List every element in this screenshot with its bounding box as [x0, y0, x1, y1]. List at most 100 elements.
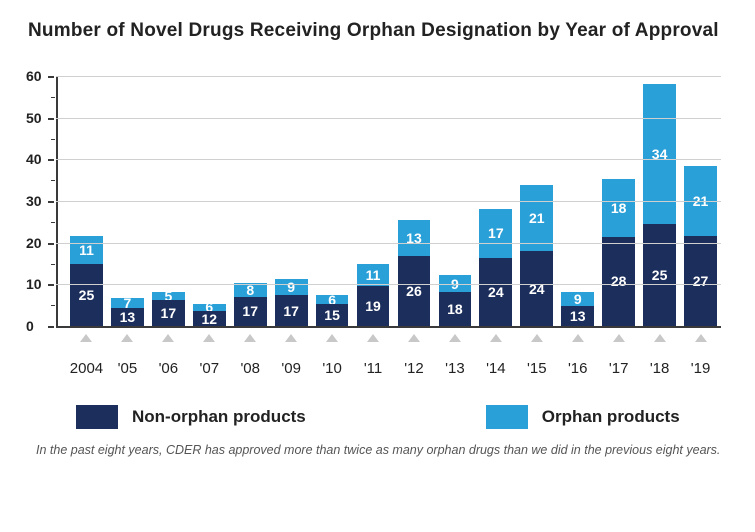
- y-axis-label: 0: [26, 318, 34, 334]
- bar-segment-orphan: 17: [479, 209, 512, 257]
- y-tick: [48, 159, 54, 161]
- chart-caption: In the past eight years, CDER has approv…: [36, 443, 727, 457]
- bar-segment-non_orphan: 13: [561, 306, 594, 326]
- bar-stack: 178: [234, 222, 267, 326]
- bar-segment-non_orphan: 24: [520, 251, 553, 326]
- y-tick: [48, 284, 54, 286]
- bar-segment-non_orphan: 25: [643, 224, 676, 326]
- bar-segment-orphan: 5: [152, 292, 185, 300]
- bar-segment-orphan: 9: [561, 292, 594, 306]
- x-axis-label: 2004: [66, 360, 107, 377]
- bar-stack: 126: [193, 251, 226, 326]
- x-marker-col: [598, 330, 639, 356]
- x-tick-triangle-icon: [449, 334, 461, 342]
- bar-segment-non_orphan: 28: [602, 237, 635, 326]
- x-marker-col: [680, 330, 721, 356]
- x-marker-col: [148, 330, 189, 356]
- bar-stack: 2511: [70, 176, 103, 326]
- y-axis-label: 40: [26, 151, 42, 167]
- x-marker-col: [230, 330, 271, 356]
- x-axis-label: '13: [434, 360, 475, 377]
- bar-stack: 179: [275, 218, 308, 326]
- bar-stack: 2417: [479, 155, 512, 326]
- x-marker-col: [516, 330, 557, 356]
- bar-segment-orphan: 11: [70, 236, 103, 264]
- y-axis-label: 20: [26, 235, 42, 251]
- gridline: [56, 118, 721, 119]
- x-tick-triangle-icon: [572, 334, 584, 342]
- bar-segment-orphan: 21: [520, 185, 553, 251]
- x-tick-triangle-icon: [695, 334, 707, 342]
- legend: Non-orphan products Orphan products: [76, 405, 727, 429]
- gridline: [56, 201, 721, 202]
- bar-segment-non_orphan: 13: [111, 308, 144, 326]
- y-tick: [48, 326, 54, 328]
- bar-segment-non_orphan: 17: [275, 295, 308, 326]
- y-tick: [48, 76, 54, 78]
- gridline: [56, 284, 721, 285]
- bar-segment-non_orphan: 12: [193, 311, 226, 326]
- x-marker-col: [271, 330, 312, 356]
- y-tick: [48, 201, 54, 203]
- bar-stack: 1911: [357, 201, 390, 326]
- y-axis-label: 50: [26, 110, 42, 126]
- x-tick-triangle-icon: [367, 334, 379, 342]
- bar-segment-orphan: 18: [602, 179, 635, 236]
- legend-label-orphan: Orphan products: [542, 407, 680, 427]
- bar-stack: 2818: [602, 134, 635, 326]
- bar-segment-orphan: 6: [316, 295, 349, 304]
- x-marker-col: [639, 330, 680, 356]
- gridline: [56, 76, 721, 77]
- bar-stack: 2613: [398, 164, 431, 327]
- x-tick-triangle-icon: [326, 334, 338, 342]
- x-marker-col: [189, 330, 230, 356]
- y-tick: [48, 243, 54, 245]
- bar-segment-orphan: 11: [357, 264, 390, 287]
- x-tick-triangle-icon: [613, 334, 625, 342]
- x-axis-label: '15: [516, 360, 557, 377]
- chart-title: Number of Novel Drugs Receiving Orphan D…: [28, 20, 727, 42]
- x-axis-label: '16: [557, 360, 598, 377]
- x-tick-triangle-icon: [162, 334, 174, 342]
- bar-stack: 156: [316, 239, 349, 327]
- plot-region: 2511137175126178179156191126131892417242…: [56, 76, 721, 328]
- x-marker-col: [434, 330, 475, 356]
- bar-segment-non_orphan: 19: [357, 286, 390, 326]
- x-axis-label: '11: [353, 360, 394, 377]
- y-axis-label: 10: [26, 276, 42, 292]
- bar-stack: 2421: [520, 139, 553, 327]
- bar-stack: 139: [561, 234, 594, 326]
- gridline: [56, 243, 721, 244]
- x-tick-triangle-icon: [408, 334, 420, 342]
- legend-swatch-orphan: [486, 405, 528, 429]
- bar-segment-orphan: 13: [398, 220, 431, 255]
- y-axis-label: 60: [26, 68, 42, 84]
- bar-segment-non_orphan: 17: [152, 300, 185, 326]
- x-marker-col: [475, 330, 516, 356]
- x-tick-triangle-icon: [531, 334, 543, 342]
- x-tick-triangle-icon: [203, 334, 215, 342]
- bar-segment-orphan: 7: [111, 298, 144, 308]
- y-tick-minor: [51, 97, 55, 98]
- x-tick-triangle-icon: [244, 334, 256, 342]
- x-tick-triangle-icon: [285, 334, 297, 342]
- bar-segment-non_orphan: 26: [398, 256, 431, 326]
- x-tick-triangle-icon: [80, 334, 92, 342]
- x-marker-col: [394, 330, 435, 356]
- bar-segment-non_orphan: 18: [439, 292, 472, 326]
- x-axis-label: '17: [598, 360, 639, 377]
- bar-segment-non_orphan: 25: [70, 264, 103, 327]
- x-axis-label: '14: [475, 360, 516, 377]
- x-marker-col: [312, 330, 353, 356]
- bar-segment-orphan: 9: [275, 279, 308, 295]
- x-axis-label: '08: [230, 360, 271, 377]
- bar-segment-non_orphan: 27: [684, 236, 717, 326]
- y-tick-minor: [51, 180, 55, 181]
- bar-segment-non_orphan: 24: [479, 258, 512, 326]
- x-axis-label: '09: [271, 360, 312, 377]
- x-marker-col: [557, 330, 598, 356]
- x-axis-label: '10: [312, 360, 353, 377]
- x-axis-label: '07: [189, 360, 230, 377]
- y-tick-minor: [51, 305, 55, 306]
- x-axis-label: '05: [107, 360, 148, 377]
